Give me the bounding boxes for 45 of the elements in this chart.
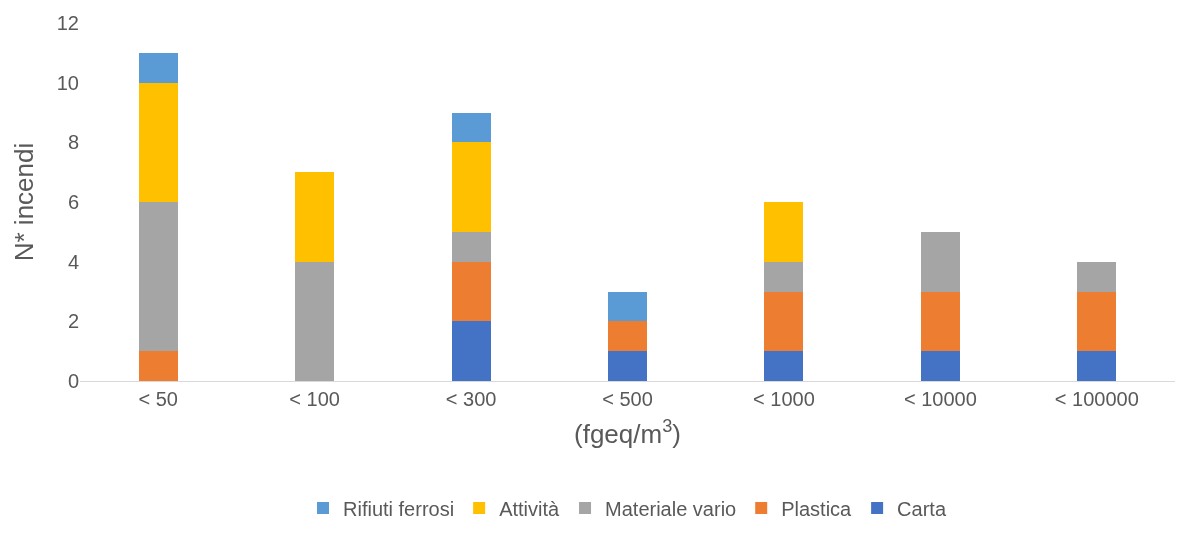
legend-label: Carta <box>897 497 947 520</box>
bar <box>764 351 804 381</box>
y-tick-label: 8 <box>67 131 79 154</box>
legend-label: Plastica <box>781 497 853 520</box>
bar <box>920 291 960 352</box>
bar <box>764 202 804 262</box>
x-tick-label: < 300 <box>445 388 497 410</box>
bar <box>295 172 335 262</box>
bar <box>295 261 335 381</box>
x-tick-label: < 50 <box>138 388 178 410</box>
legend-label: Rifiuti ferrosi <box>343 497 455 520</box>
y-tick-label: 2 <box>67 310 79 333</box>
bar <box>607 321 648 352</box>
bar <box>138 52 178 83</box>
y-tick-label: 4 <box>67 250 79 273</box>
bar <box>451 112 491 143</box>
bar <box>138 202 178 352</box>
bar <box>138 351 178 381</box>
y-axis-title: N* incendi <box>9 142 40 262</box>
y-tick-label: 0 <box>67 370 79 392</box>
bar <box>920 351 960 381</box>
bar <box>920 231 960 292</box>
x-tick-label: < 100 <box>289 388 340 410</box>
x-tick-label: < 500 <box>602 388 653 410</box>
x-tick-label: < 1000 <box>753 388 815 410</box>
bar <box>764 261 804 292</box>
bar <box>764 291 804 352</box>
bar <box>451 261 491 322</box>
bar <box>451 142 491 232</box>
bar <box>138 82 178 202</box>
y-tick-label: 10 <box>56 71 79 94</box>
x-tick-label: < 10000 <box>903 388 977 410</box>
bar <box>1077 351 1117 381</box>
x-tick-label: < 100000 <box>1054 388 1139 410</box>
bar <box>1077 261 1117 292</box>
bar <box>1077 291 1117 352</box>
legend-label: Materiale vario <box>605 497 737 520</box>
x-axis-title: (fgeq/m$^{3}$) <box>574 415 681 449</box>
y-tick-label: 6 <box>67 191 79 213</box>
y-tick-label: 12 <box>56 12 79 34</box>
bar <box>607 351 648 381</box>
legend-label: Attività <box>499 497 561 520</box>
bar <box>451 321 491 381</box>
bar <box>607 291 648 322</box>
bar <box>451 231 491 262</box>
